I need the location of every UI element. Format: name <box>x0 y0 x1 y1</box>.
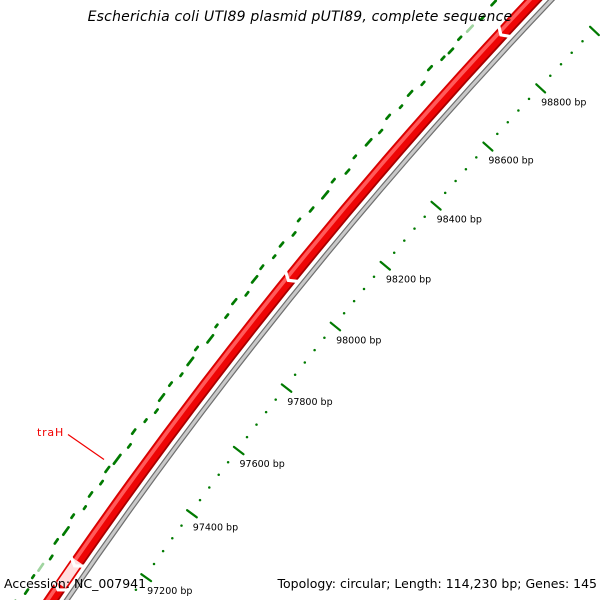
ruler-major-ticks <box>140 25 600 583</box>
accession-text: Accession: NC_007941 <box>4 576 147 591</box>
ruler-minor-ticks <box>134 40 584 591</box>
topology-text: Topology: circular; Length: 114,230 bp; … <box>277 576 598 591</box>
ruler-bp-label: 97600 bp <box>240 459 285 470</box>
ruler-bp-label: 97800 bp <box>287 397 332 408</box>
map-title: Escherichia coli UTI89 plasmid pUTI89, c… <box>87 9 513 25</box>
reverse-strand-marks <box>14 0 498 600</box>
ruler-labels: 97200 bp 97400 bp 97600 bp 97800 bp 98000 bp… <box>147 97 586 597</box>
ruler-bp-label: 97400 bp <box>193 522 238 533</box>
ruler-bp-label: 97200 bp <box>147 586 192 597</box>
gene-callout-line <box>67 434 105 460</box>
ruler-bp-label: 98600 bp <box>488 156 533 167</box>
ruler-bp-label: 98000 bp <box>336 335 381 346</box>
feature-junction-gaps <box>52 24 512 592</box>
gene-callout-label: traH <box>37 426 65 439</box>
ruler-bp-label: 98800 bp <box>541 97 586 108</box>
ruler-bp-label: 98200 bp <box>386 275 431 286</box>
plasmid-feature-band <box>43 0 543 600</box>
backbone-ring <box>63 0 556 600</box>
ruler-bp-label: 98400 bp <box>437 215 482 226</box>
